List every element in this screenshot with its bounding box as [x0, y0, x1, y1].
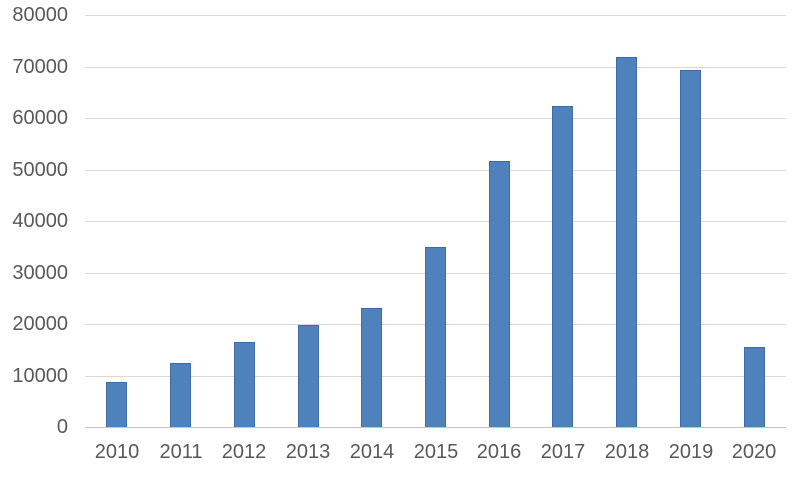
x-tick-label-2020: 2020 — [731, 441, 777, 463]
x-tick-label-2017: 2017 — [540, 441, 586, 463]
x-tick-label-2012: 2012 — [221, 441, 267, 463]
bar-2016 — [489, 161, 510, 427]
x-tick-label-2011: 2011 — [159, 441, 203, 463]
plot-area — [85, 15, 786, 428]
y-tick-label-60000: 60000 — [12, 107, 68, 129]
y-tick-label-40000: 40000 — [12, 210, 68, 232]
y-tick-label-80000: 80000 — [12, 4, 68, 26]
gridline-70000 — [85, 67, 786, 68]
y-tick-label-10000: 10000 — [12, 365, 68, 387]
gridline-40000 — [85, 221, 786, 222]
x-tick-label-2019: 2019 — [668, 441, 714, 463]
bar-2017 — [552, 106, 573, 427]
bar-2020 — [744, 347, 765, 427]
x-tick-label-2016: 2016 — [476, 441, 522, 463]
bar-2014 — [361, 308, 382, 427]
bar-2011 — [170, 363, 191, 427]
y-tick-label-20000: 20000 — [12, 313, 68, 335]
gridline-60000 — [85, 118, 786, 119]
x-tick-label-2010: 2010 — [94, 441, 140, 463]
y-tick-label-30000: 30000 — [12, 262, 68, 284]
y-tick-label-0: 0 — [56, 416, 68, 438]
x-tick-label-2015: 2015 — [413, 441, 459, 463]
bar-2018 — [616, 57, 637, 427]
x-tick-label-2018: 2018 — [604, 441, 650, 463]
bar-2015 — [425, 247, 446, 427]
bar-2012 — [234, 342, 255, 427]
y-tick-label-50000: 50000 — [12, 159, 68, 181]
gridline-80000 — [85, 15, 786, 16]
bar-2013 — [298, 325, 319, 427]
bar-2019 — [680, 70, 701, 427]
x-axis-line — [85, 427, 786, 428]
bar-2010 — [106, 382, 127, 427]
x-tick-label-2014: 2014 — [349, 441, 395, 463]
y-tick-label-70000: 70000 — [12, 56, 68, 78]
gridline-50000 — [85, 170, 786, 171]
x-tick-label-2013: 2013 — [285, 441, 331, 463]
